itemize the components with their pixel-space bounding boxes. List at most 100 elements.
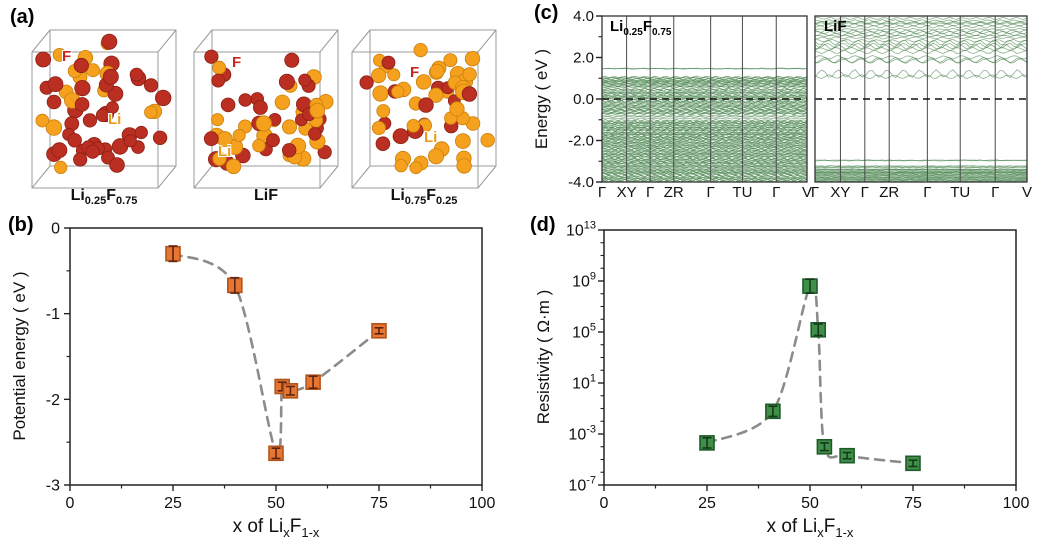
svg-text:TU: TU (732, 184, 752, 200)
structure-formula: LiF (194, 187, 338, 207)
svg-text:Γ: Γ (598, 184, 606, 200)
formula-subscript: 0.25 (623, 27, 643, 38)
structure-box (351, 29, 497, 189)
panel-b-label: (b) (8, 214, 34, 236)
atoms (203, 49, 334, 175)
panel-b-y-axis-title: Potential energy ( eV ) (10, 271, 29, 441)
panel-d-x-axis-title: x of LixF1-x (604, 516, 1016, 540)
formula-element: F (642, 18, 652, 35)
svg-text:V: V (1022, 184, 1032, 200)
svg-text:Γ: Γ (646, 184, 654, 200)
svg-text:ZR: ZR (664, 184, 684, 200)
axis-title-subscript: 1-x (835, 524, 854, 540)
axis-title-text: x of Li (766, 516, 818, 537)
f-atom-label: F (232, 54, 242, 71)
panel-b-potential-energy: 0 25 50 75 100 0 -1 -2 -3 (b) Potential energy (… (0, 200, 520, 551)
plot-frame (603, 229, 1017, 486)
band-panel-title: Li0.25F0.75 (610, 18, 671, 38)
plot-frame (69, 227, 483, 486)
panel-c-label: (c) (534, 2, 559, 24)
formula-element: Li (70, 187, 85, 204)
svg-text:-4.0: -4.0 (568, 174, 594, 191)
axis-title-text: F (289, 516, 302, 537)
atoms (359, 42, 495, 175)
svg-text:25: 25 (164, 495, 182, 512)
svg-text:75: 75 (904, 495, 922, 512)
svg-text:Γ: Γ (707, 184, 715, 200)
axis-title-subscript: 1-x (301, 524, 320, 540)
formula-element: F (106, 187, 116, 204)
svg-text:109: 109 (572, 271, 596, 291)
svg-text:10-7: 10-7 (568, 475, 596, 495)
svg-text:105: 105 (572, 322, 596, 342)
formula-element: F (426, 187, 436, 204)
li-atom-label: Li (218, 143, 232, 160)
trend-curve (705, 282, 915, 465)
svg-text:4.0: 4.0 (573, 8, 594, 25)
svg-text:Γ: Γ (991, 184, 999, 200)
panel-a-structures: (a) F Li F Li F Li Li0.25F0.75 LiF Li0.7… (0, 0, 520, 210)
axes: 0 25 50 75 100 0 -1 -2 -3 (46, 221, 496, 513)
svg-text:ZR: ZR (879, 184, 899, 200)
svg-text:10-3: 10-3 (568, 424, 596, 444)
trend-curve (171, 252, 381, 457)
formula-subscript: 0.75 (404, 195, 427, 208)
svg-text:-2.0: -2.0 (568, 133, 594, 150)
data-points (699, 278, 921, 472)
svg-text:-1: -1 (46, 306, 60, 323)
f-atom-label: F (410, 64, 420, 81)
svg-text:100: 100 (1003, 495, 1030, 512)
band-frame (814, 15, 1028, 183)
svg-text:-2: -2 (46, 392, 60, 409)
axis-title-subscript: x (283, 524, 290, 540)
formula-element: Li (254, 187, 269, 204)
structure-formula: Li0.75F0.25 (352, 187, 496, 207)
li-atom-label: Li (108, 111, 122, 128)
svg-text:50: 50 (267, 495, 285, 512)
panel-d-plot: 0 25 50 75 100 10-7 10-3 101 105 109 1013 (566, 220, 1029, 513)
svg-text:75: 75 (370, 495, 388, 512)
svg-text:0.0: 0.0 (573, 91, 594, 108)
axis-title-subscript: x (817, 524, 824, 540)
formula-subscript: 0.25 (84, 195, 107, 208)
panel-d-resistivity: 0 25 50 75 100 10-7 10-3 101 105 109 1013 (d) Resi… (520, 200, 1043, 551)
panel-a-label: (a) (10, 6, 35, 28)
atoms (35, 33, 172, 174)
data-points (165, 245, 387, 462)
svg-text:XY: XY (617, 184, 637, 200)
structure-box (193, 29, 339, 189)
svg-text:0: 0 (600, 495, 609, 512)
svg-text:25: 25 (698, 495, 716, 512)
svg-text:-3: -3 (46, 478, 60, 495)
svg-text:V: V (802, 184, 812, 200)
formula-element: Li (610, 18, 624, 35)
axes: 0 25 50 75 100 10-7 10-3 101 105 109 1013 (566, 220, 1029, 513)
svg-text:50: 50 (801, 495, 819, 512)
svg-text:0: 0 (66, 495, 75, 512)
svg-text:1013: 1013 (566, 220, 596, 240)
formula-element: F (268, 187, 278, 204)
svg-text:Γ: Γ (923, 184, 931, 200)
svg-text:Γ: Γ (811, 184, 819, 200)
panel-d-y-axis-title: Resistivity ( Ω·m ) (534, 289, 553, 425)
panel-b-x-axis-title: x of LixF1-x (70, 516, 482, 540)
panel-d-label: (d) (530, 214, 556, 236)
formula-element: Li (390, 187, 405, 204)
formula-subscript: 0.25 (436, 195, 458, 208)
svg-text:XY: XY (830, 184, 850, 200)
panel-b-plot: 0 25 50 75 100 0 -1 -2 -3 (46, 221, 496, 513)
svg-text:2.0: 2.0 (573, 50, 594, 67)
formula-subscript: 0.75 (116, 195, 138, 208)
panel-a-drawing (31, 29, 497, 189)
axis-title-text: x of Li (232, 516, 284, 537)
svg-text:TU: TU (950, 184, 970, 200)
structure-formula: Li0.25F0.75 (32, 187, 176, 207)
panel-c-plot: Γ XY Γ ZR Γ TU Γ VΓ XY Γ ZR Γ TU Γ V4.02.00.0-2.0-4.0 (568, 8, 1032, 200)
svg-text:0: 0 (51, 221, 60, 238)
li-atom-label: Li (424, 129, 438, 146)
f-atom-label: F (62, 48, 72, 65)
formula-element: LiF (824, 18, 847, 35)
band-panel-title: LiF (824, 18, 847, 38)
panel-c-band-structure: Γ XY Γ ZR Γ TU Γ V Γ XY Γ ZR Γ TU Γ V 4.0 2.0 0.0 -2.0 -4.0 … (520, 0, 1043, 200)
